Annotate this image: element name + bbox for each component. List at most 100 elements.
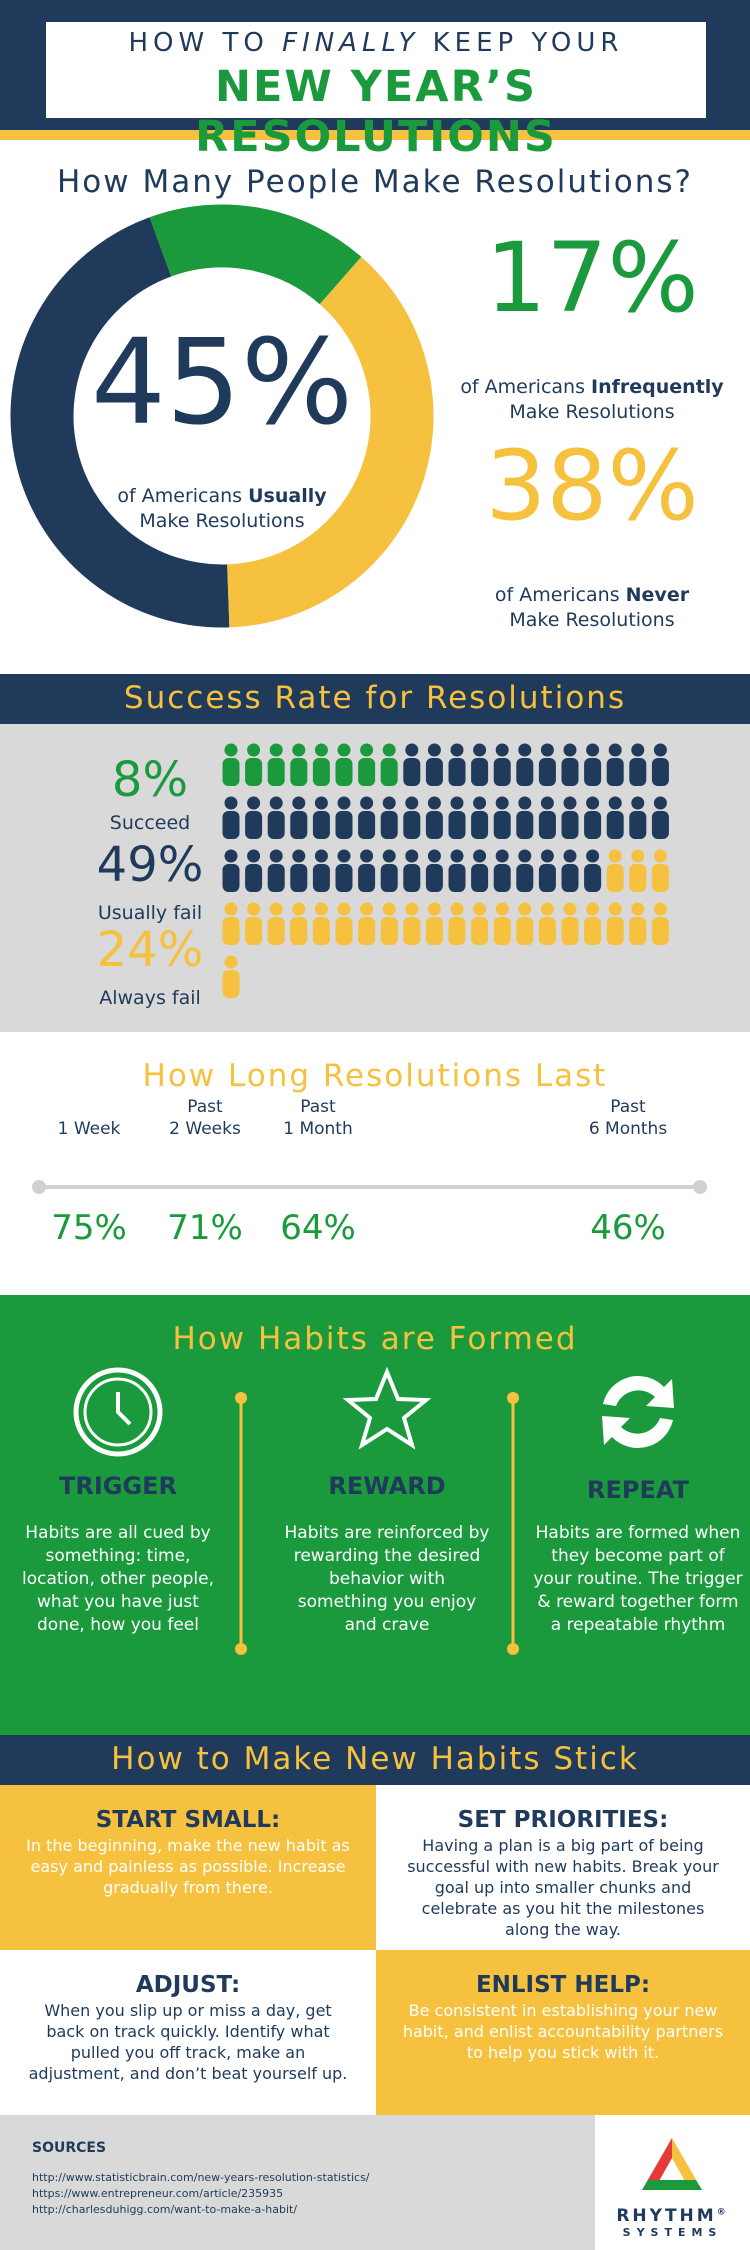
person-body [516, 811, 534, 839]
source-link: http://charlesduhigg.com/want-to-make-a-… [32, 2203, 298, 2216]
person-body [584, 758, 602, 786]
person-icon [516, 849, 534, 892]
person-icon [516, 743, 534, 786]
person-head [563, 796, 577, 810]
person-icon [606, 796, 624, 839]
person-body [606, 758, 624, 786]
period-line: 1 Week [57, 1119, 121, 1139]
person-icon [312, 743, 330, 786]
person-icon [358, 743, 376, 786]
person-icon [561, 902, 579, 945]
person-body [358, 917, 376, 945]
person-body [606, 864, 624, 892]
divider-dot [235, 1643, 247, 1655]
person-head [337, 796, 351, 810]
person-body [380, 811, 398, 839]
person-body [629, 811, 647, 839]
person-icon [538, 849, 556, 892]
source-link: http://www.statisticbrain.com/new-years-… [32, 2171, 370, 2184]
period-line: Past [300, 1097, 336, 1117]
person-body [245, 811, 263, 839]
person-body [403, 811, 421, 839]
person-icon [561, 796, 579, 839]
person-body [267, 758, 285, 786]
person-body [335, 811, 353, 839]
stat-caption: of Americans Never Make Resolutions [432, 583, 750, 633]
person-head [608, 849, 622, 863]
person-icon [267, 902, 285, 945]
person-body [335, 917, 353, 945]
tip-title: ENLIST HELP: [475, 1972, 651, 1998]
person-icon [493, 902, 511, 945]
sources-panel [0, 2115, 595, 2250]
person-icon [538, 796, 556, 839]
person-icon [335, 849, 353, 892]
success-caption: Always fail [99, 987, 201, 1009]
period-percent: 71% [167, 1208, 243, 1248]
caption-text: Make Resolutions [139, 510, 305, 532]
donut-segment [10, 217, 230, 628]
header-text: HOW TO [128, 28, 269, 58]
person-head [631, 796, 645, 810]
person-body [538, 758, 556, 786]
person-icon [471, 902, 489, 945]
person-head [653, 796, 667, 810]
person-head [224, 849, 238, 863]
person-body [538, 811, 556, 839]
person-icon [403, 849, 421, 892]
person-head [518, 743, 532, 757]
section-title: How to Make New Habits Stick [111, 1741, 639, 1777]
tip-title: SET PRIORITIES: [457, 1807, 669, 1833]
donut-segment [226, 256, 434, 628]
person-head [563, 849, 577, 863]
person-head [518, 796, 532, 810]
person-body [493, 811, 511, 839]
period-line: 2 Weeks [169, 1119, 241, 1139]
tip-title: START SMALL: [95, 1807, 281, 1833]
person-head [608, 796, 622, 810]
person-head [269, 796, 283, 810]
person-body [516, 864, 534, 892]
person-icon [629, 796, 647, 839]
person-icon [222, 955, 240, 998]
person-head [631, 849, 645, 863]
person-head [382, 902, 396, 916]
person-head [292, 796, 306, 810]
person-head [473, 849, 487, 863]
person-body [290, 811, 308, 839]
logo-wordmark: RHYTHM [616, 2206, 717, 2226]
person-body [290, 864, 308, 892]
person-icon [561, 849, 579, 892]
person-body [651, 917, 669, 945]
person-head [495, 849, 509, 863]
person-head [247, 849, 261, 863]
person-head [314, 743, 328, 757]
person-body [606, 811, 624, 839]
person-icon [222, 849, 240, 892]
stat-caption: of Americans Usually Make Resolutions [62, 484, 382, 534]
person-body [516, 758, 534, 786]
person-body [358, 758, 376, 786]
period-percent: 46% [590, 1208, 666, 1248]
person-head [224, 796, 238, 810]
person-icon [312, 902, 330, 945]
person-head [314, 902, 328, 916]
person-icon [245, 743, 263, 786]
person-head [631, 743, 645, 757]
person-head [292, 902, 306, 916]
person-head [292, 743, 306, 757]
person-icon [335, 902, 353, 945]
person-icon [290, 849, 308, 892]
person-icon [267, 743, 285, 786]
person-body [516, 917, 534, 945]
person-head [224, 743, 238, 757]
person-icon [584, 796, 602, 839]
person-body [651, 864, 669, 892]
caption-text: of Americans [460, 376, 585, 398]
caption-text: of Americans [494, 584, 620, 606]
person-body [380, 864, 398, 892]
success-value: 8% [111, 752, 189, 808]
person-head [337, 849, 351, 863]
person-body [312, 758, 330, 786]
